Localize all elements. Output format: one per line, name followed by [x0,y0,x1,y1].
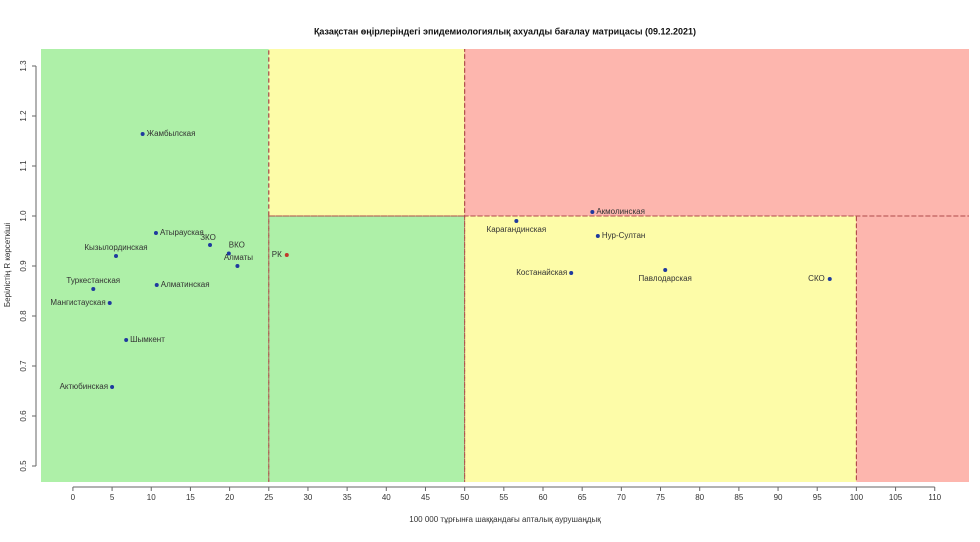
point [140,132,145,136]
x-axis-label: 100 000 тұрғынға шаққандағы апталық ауру… [409,515,601,524]
x-tick-label: 90 [774,493,783,502]
chart-title: Қазақстан өңірлеріндегі эпидемиологиялық… [314,26,696,36]
point-label: Карагандинская [487,225,547,234]
y-tick-label: 0.9 [19,260,28,272]
x-tick-label: 45 [421,493,430,502]
x-tick-label: 5 [110,493,115,502]
point [154,283,159,287]
point-label: Павлодарская [639,274,692,283]
x-tick-label: 40 [382,493,391,502]
point-label: Кызылординская [84,243,147,252]
y-tick-label: 1.0 [19,210,28,222]
point-label: Костанайская [516,268,567,277]
y-tick-label: 0.5 [19,460,28,472]
x-tick-label: 75 [656,493,665,502]
x-tick-label: 110 [928,493,941,502]
x-tick-label: 0 [71,493,76,502]
x-tick-label: 70 [617,493,626,502]
y-tick-label: 1.3 [19,60,28,72]
point-label: Туркестанская [66,276,120,285]
x-tick-label: 25 [264,493,273,502]
point-label: Акмолинская [596,207,645,216]
point-label: Атырауская [160,228,204,237]
y-tick-label: 1.2 [19,110,28,122]
point-label: Нур-Султан [602,231,646,240]
zone [856,216,970,483]
point [590,210,595,214]
point [113,254,118,258]
x-tick-label: 35 [343,493,352,502]
x-tick-label: 30 [303,493,312,502]
point [569,271,574,275]
point [663,268,668,272]
point [124,338,129,342]
x-tick-label: 50 [460,493,469,502]
point-label: ВКО [229,241,245,250]
x-tick-label: 15 [186,493,195,502]
point-label: Актюбинская [60,382,109,391]
point [284,253,289,257]
point-label: Мангистауская [50,298,105,307]
y-axis-label: Берілістің R көрсеткіші [3,223,12,307]
x-tick-label: 95 [813,493,822,502]
zone [464,48,970,216]
x-tick-label: 85 [734,493,743,502]
point-label: СКО [808,274,825,283]
x-tick-label: 10 [147,493,156,502]
point [827,277,832,281]
point [153,231,158,235]
x-tick-label: 100 [850,493,864,502]
plot-frame [39,47,971,484]
y-tick-label: 0.6 [19,410,28,422]
x-tick-label: 65 [578,493,587,502]
x-tick-label: 55 [499,493,508,502]
point [226,251,231,256]
point [208,243,213,247]
point [110,385,115,389]
point-label: Жамбылская [147,129,196,138]
point [514,219,519,223]
y-tick-label: 1.1 [19,160,28,172]
point [91,287,96,291]
point-label: ЗКО [200,233,216,242]
point-label: Алматинская [161,280,210,289]
y-tick-label: 0.7 [19,360,28,372]
zone [464,216,857,483]
point [107,301,112,305]
point-label: Шымкент [130,335,165,344]
y-tick-label: 0.8 [19,310,28,322]
point [595,234,600,238]
x-tick-label: 105 [889,493,903,502]
x-tick-label: 80 [695,493,704,502]
point-label: РК [272,250,282,259]
point [235,264,240,268]
zone [268,48,465,216]
x-tick-label: 60 [539,493,548,502]
x-tick-label: 20 [225,493,234,502]
point-label: Алматы [224,253,253,262]
zone [268,216,465,483]
zone [40,48,269,483]
